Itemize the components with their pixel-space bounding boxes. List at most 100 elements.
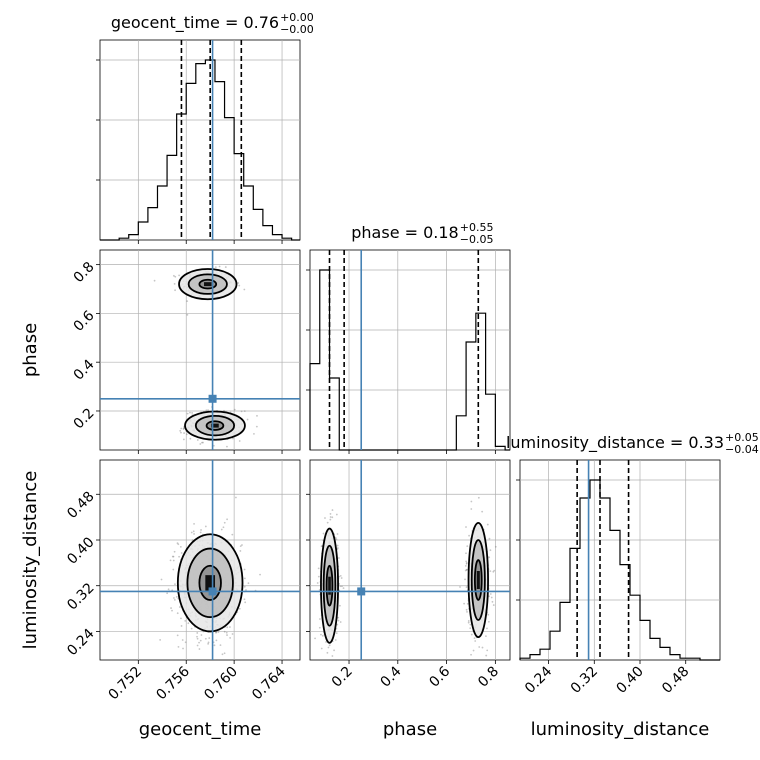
sample-point	[180, 431, 182, 434]
sample-point	[178, 274, 181, 277]
contour-line	[186, 547, 234, 619]
sample-point	[467, 620, 470, 622]
sample-point	[239, 545, 242, 548]
sample-point	[314, 637, 316, 640]
sample-point	[215, 631, 218, 634]
scatter-points	[314, 496, 497, 657]
sample-point	[200, 529, 202, 531]
sample-point	[224, 266, 227, 268]
sample-point	[238, 284, 241, 287]
title-sup: +0.55	[460, 221, 494, 234]
y-axis-label-luminosity_distance: luminosity_distance	[20, 471, 41, 650]
contour-line	[325, 564, 334, 607]
hist-panel-luminosity_distance: 0.24 0.32 0.40 0.48 luminosity_distance = 0.…	[506, 431, 759, 697]
sample-point	[336, 623, 339, 626]
sample-point	[333, 649, 335, 652]
sample-point	[494, 545, 497, 548]
sample-point	[171, 609, 173, 612]
sample-point	[326, 521, 329, 524]
sample-point	[342, 587, 345, 590]
contour-line	[473, 559, 483, 601]
sample-point	[189, 437, 192, 440]
title-sub: −0.00	[280, 23, 314, 36]
sample-point	[201, 684, 203, 686]
contour-line	[198, 564, 222, 601]
sample-point	[339, 621, 342, 623]
title-sup: +0.00	[280, 11, 314, 24]
sample-point	[470, 508, 473, 510]
sample-point	[184, 620, 187, 622]
sample-point	[214, 266, 217, 269]
title-sub: −0.05	[460, 233, 494, 246]
sample-point	[172, 559, 175, 562]
sample-point	[339, 585, 342, 588]
sample-point	[193, 533, 195, 535]
x-tick-label: 0.756	[153, 663, 193, 703]
sample-point	[237, 282, 240, 284]
sample-point	[464, 578, 466, 581]
sample-point	[317, 567, 320, 570]
sample-point	[174, 289, 176, 292]
sample-point	[183, 432, 185, 434]
y-tick-label: 0.6	[71, 308, 98, 335]
sample-point	[185, 433, 188, 436]
sample-point	[481, 510, 484, 513]
sample-point	[470, 653, 472, 656]
sample-point	[487, 613, 490, 616]
sample-point	[341, 585, 343, 588]
sample-point	[167, 588, 170, 591]
truth-marker	[208, 587, 217, 596]
sample-point	[172, 555, 175, 558]
sample-point	[465, 561, 468, 564]
sample-point	[173, 597, 175, 599]
sample-point	[170, 607, 172, 609]
sample-point	[319, 618, 321, 620]
contour-line	[320, 527, 339, 644]
sample-point	[337, 557, 340, 559]
sample-point	[239, 550, 242, 552]
sample-point	[318, 626, 321, 629]
sample-point	[329, 513, 332, 515]
sample-point	[169, 559, 172, 562]
sample-point	[335, 513, 338, 516]
sample-point	[474, 640, 477, 642]
sample-point	[335, 538, 338, 541]
sample-point	[326, 651, 329, 654]
x-tick-label: 0.24	[522, 663, 555, 696]
hist-title-geocent_time: geocent_time = 0.76	[111, 13, 279, 33]
sample-point	[486, 523, 489, 526]
sample-point	[199, 639, 202, 642]
sample-point	[196, 632, 199, 634]
sample-point	[459, 586, 461, 588]
sample-point	[241, 544, 243, 546]
sample-point	[324, 517, 326, 519]
sample-point	[182, 428, 185, 430]
x-tick-label: 0.32	[568, 664, 601, 697]
contour-line	[322, 544, 337, 627]
sample-point	[220, 528, 223, 531]
contour-line	[205, 420, 225, 431]
sample-point	[229, 626, 231, 628]
sample-point	[215, 639, 218, 642]
x-tick-label: 0.6	[426, 663, 453, 690]
sample-point	[178, 606, 181, 608]
sample-point	[175, 595, 178, 598]
sample-point	[245, 589, 247, 591]
sample-point	[160, 578, 163, 581]
sample-point	[172, 274, 175, 277]
sample-point	[235, 496, 237, 499]
sample-point	[171, 555, 174, 558]
sample-point	[243, 598, 246, 601]
x-axis-label-phase: phase	[383, 719, 437, 740]
sample-point	[176, 612, 179, 615]
x-tick-label: 0.764	[249, 663, 289, 703]
scatter-panel-geocent_time__luminosity_distance: 0.752 0.756 0.760 0.764 0.24 0.32 0.40 0.48	[64, 459, 301, 703]
sample-point	[243, 288, 246, 291]
sample-point	[198, 648, 201, 650]
contour-line	[178, 268, 238, 301]
sample-point	[493, 569, 496, 572]
sample-point	[196, 637, 199, 640]
sample-point	[469, 623, 472, 626]
sample-point	[223, 630, 226, 633]
sample-point	[153, 279, 156, 282]
